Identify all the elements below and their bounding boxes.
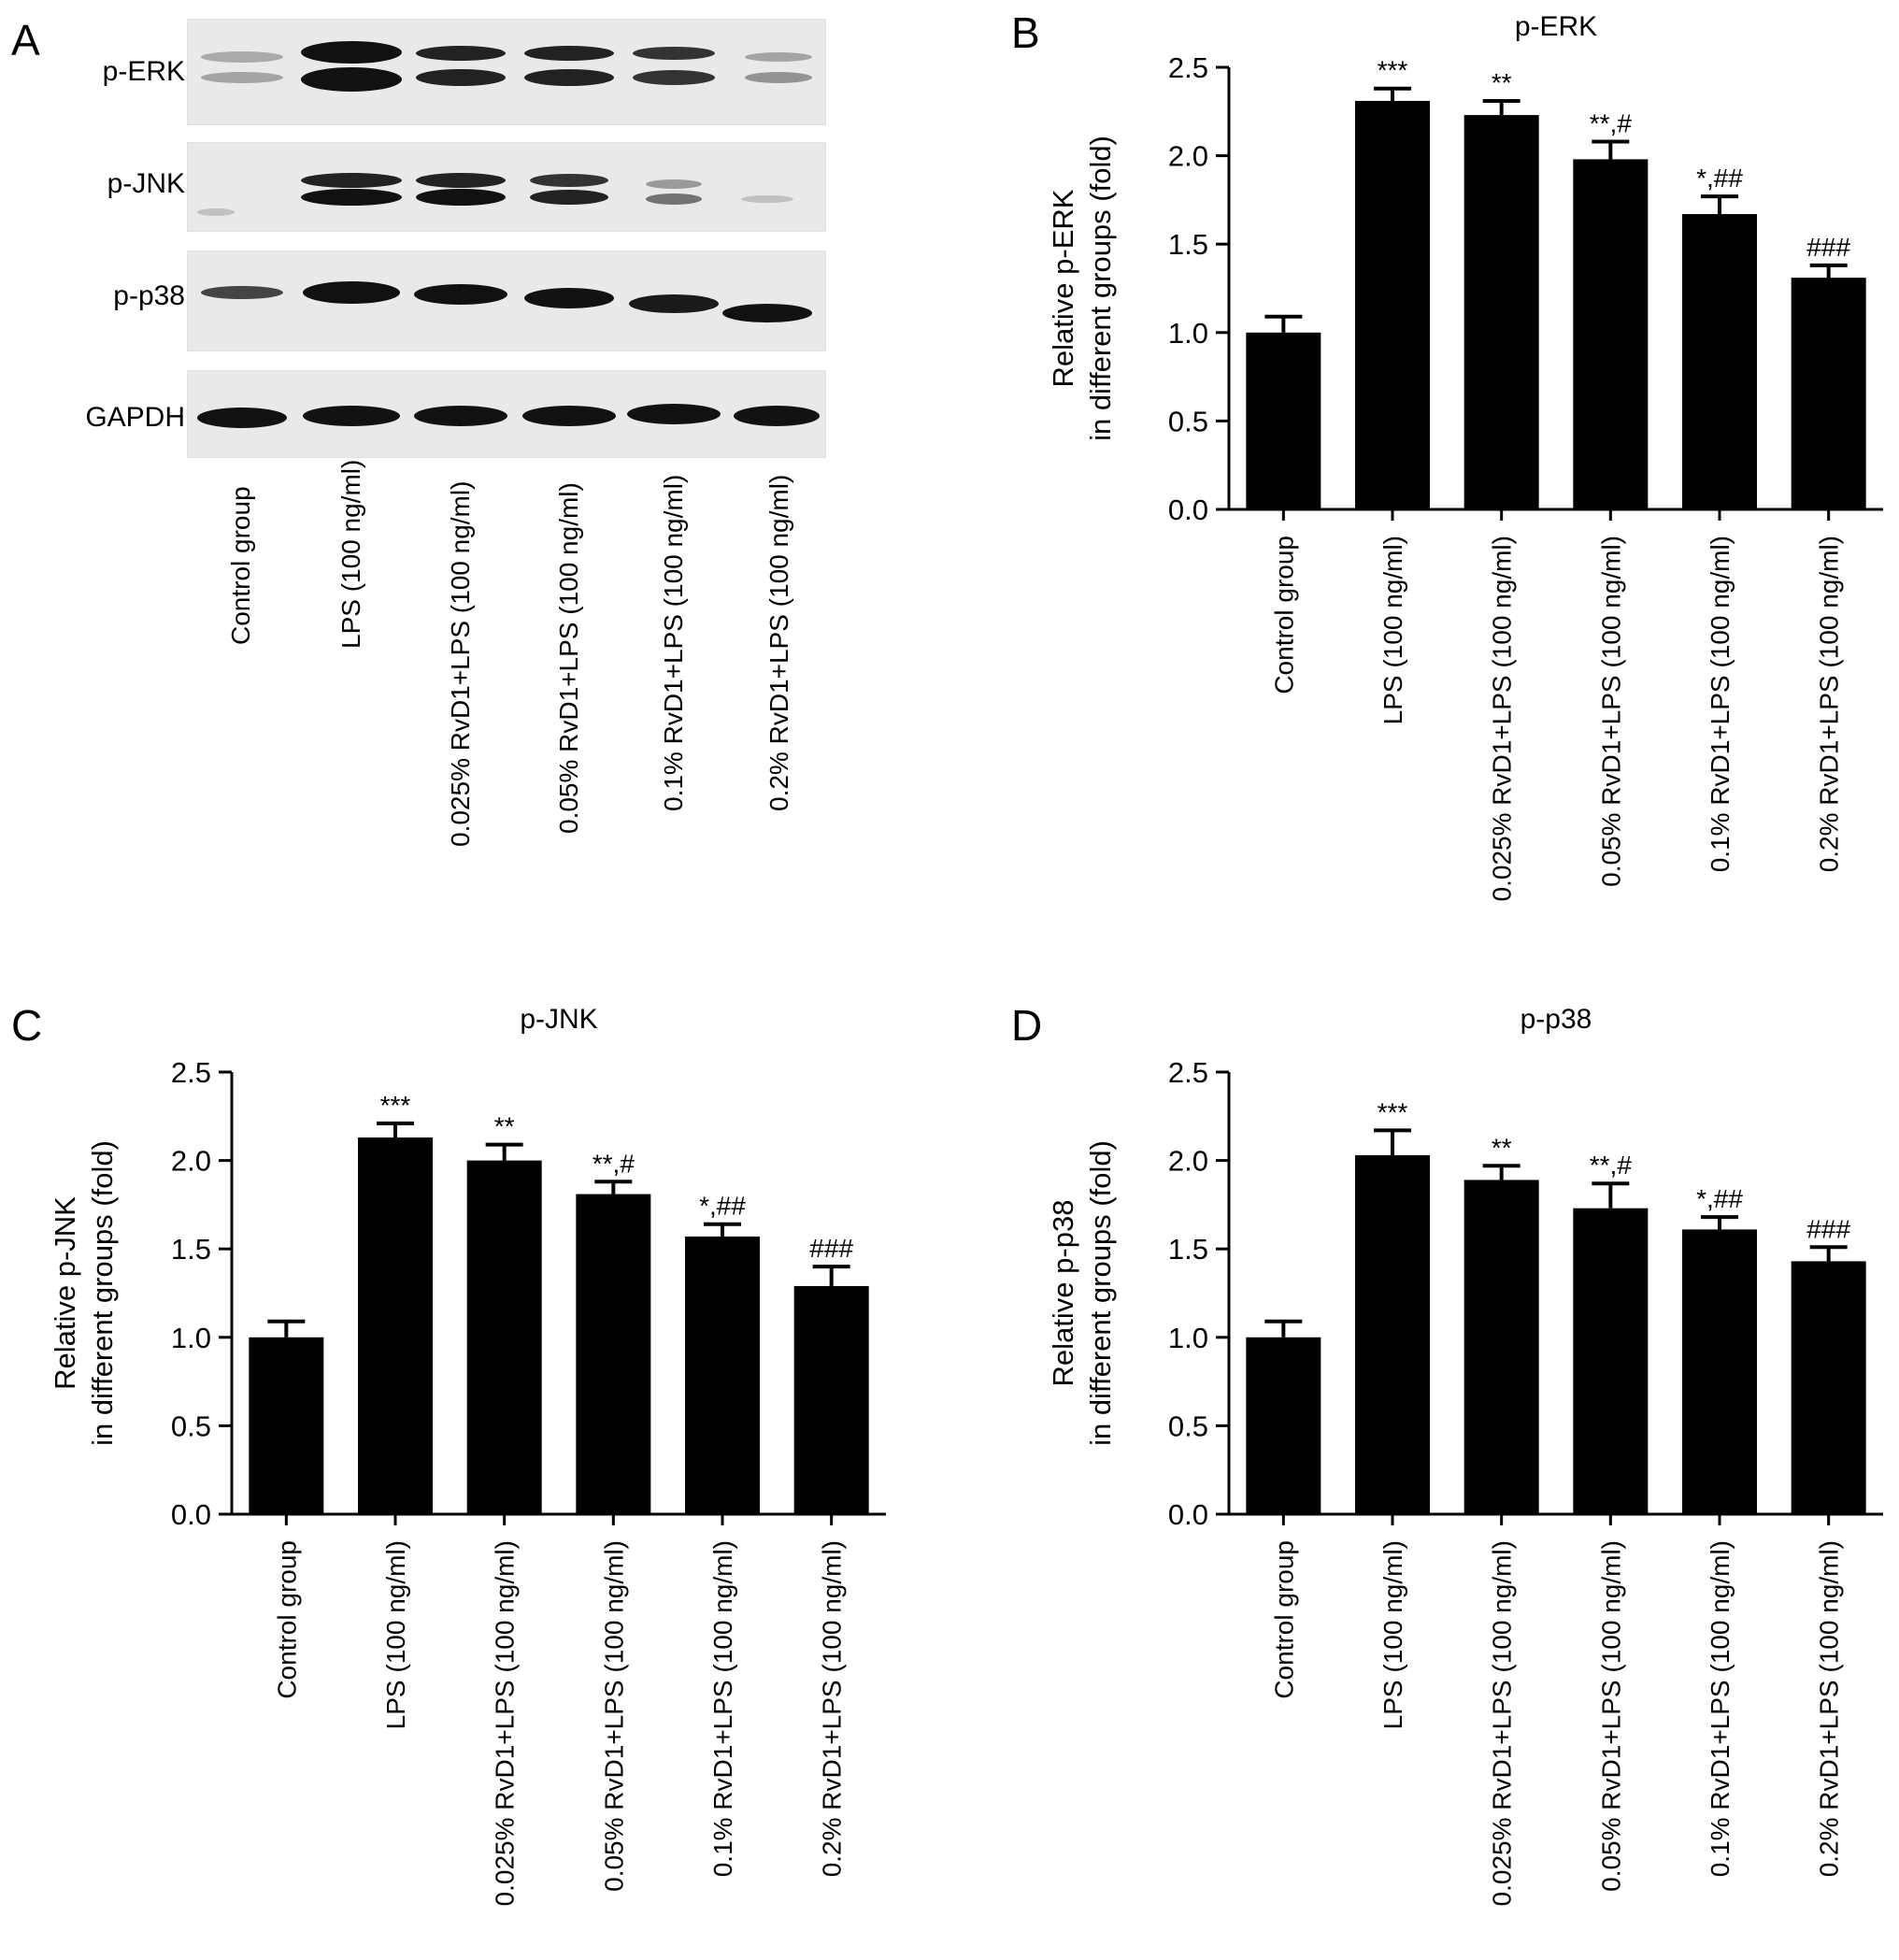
chart-1-title: p-JNK bbox=[520, 1004, 597, 1035]
chart-2-significance-2: ** bbox=[1492, 1133, 1512, 1162]
chart-0-significance-4: *,## bbox=[1696, 164, 1743, 193]
chart-2-y-tick-label-3: 1.5 bbox=[1168, 1233, 1208, 1266]
chart-2-y-tick-label-1: 0.5 bbox=[1168, 1409, 1208, 1442]
blot-strip-gapdh bbox=[187, 370, 826, 458]
panel-letter-d: D bbox=[1011, 1001, 1043, 1050]
chart-2-category-label-2: 0.025% RvD1+LPS (100 ng/ml) bbox=[1488, 1540, 1517, 1906]
chart-0-y-tick-label-4: 2.0 bbox=[1168, 140, 1208, 173]
chart-2-bar-2 bbox=[1464, 1180, 1539, 1514]
chart-0-bar-5 bbox=[1791, 278, 1866, 509]
chart-0-category-label-1: LPS (100 ng/ml) bbox=[1378, 536, 1407, 724]
chart-2-y-label-0: Relative p-p38 bbox=[1047, 1200, 1079, 1387]
chart-1-y-label-0: Relative p-JNK bbox=[49, 1196, 81, 1390]
chart-0-category-label-2: 0.025% RvD1+LPS (100 ng/ml) bbox=[1488, 536, 1517, 901]
chart-2-category-label-4: 0.1% RvD1+LPS (100 ng/ml) bbox=[1706, 1540, 1735, 1877]
chart-2-bar-5 bbox=[1791, 1261, 1866, 1514]
chart-1-bar-1 bbox=[358, 1137, 433, 1514]
chart-2-significance-3: **,# bbox=[1590, 1151, 1633, 1180]
chart-2-y-label-1: in different groups (fold) bbox=[1084, 1140, 1117, 1446]
chart-0-title: p-ERK bbox=[1515, 11, 1597, 42]
chart-1-y-tick-label-3: 1.5 bbox=[171, 1233, 211, 1266]
chart-2-y-tick-label-4: 2.0 bbox=[1168, 1145, 1208, 1178]
chart-2-bar-1 bbox=[1355, 1154, 1430, 1514]
blot-bands-gapdh bbox=[197, 404, 820, 428]
chart-1-category-label-2: 0.025% RvD1+LPS (100 ng/ml) bbox=[491, 1540, 520, 1906]
chart-1-significance-3: **,# bbox=[593, 1149, 635, 1178]
chart-2-y-tick-label-0: 0.0 bbox=[1168, 1498, 1208, 1531]
chart-2-significance-5: ### bbox=[1806, 1214, 1850, 1243]
blot-strip-p-p38 bbox=[187, 250, 826, 351]
chart-1-y-tick-label-2: 1.0 bbox=[171, 1322, 211, 1354]
chart-0-y-tick-label-5: 2.5 bbox=[1168, 51, 1208, 84]
blot-label-gapdh: GAPDH bbox=[85, 402, 185, 433]
chart-1-category-label-1: LPS (100 ng/ml) bbox=[381, 1540, 410, 1729]
chart-2-significance-1: *** bbox=[1378, 1097, 1408, 1126]
blot-bands-p-jnk bbox=[197, 173, 793, 216]
panel-letter-a: A bbox=[11, 16, 40, 64]
chart-0-y-label-1: in different groups (fold) bbox=[1084, 136, 1117, 441]
chart-0-bar-4 bbox=[1682, 214, 1757, 509]
chart-0-y-tick-label-3: 1.5 bbox=[1168, 228, 1208, 261]
blot-label-p-jnk: p-JNK bbox=[107, 168, 185, 199]
blot-label-p-p38: p-p38 bbox=[113, 280, 185, 311]
chart-1-bar-2 bbox=[466, 1160, 542, 1514]
chart-1-y-label-1: in different groups (fold) bbox=[86, 1140, 119, 1446]
chart-1-y-tick-label-0: 0.0 bbox=[171, 1498, 211, 1531]
chart-1-y-tick-label-1: 0.5 bbox=[171, 1409, 211, 1442]
chart-2-category-label-0: Control group bbox=[1269, 1540, 1298, 1699]
chart-1-y-tick-label-4: 2.0 bbox=[171, 1145, 211, 1178]
chart-0-y-tick-label-1: 0.5 bbox=[1168, 405, 1208, 437]
blot-strip-p-erk bbox=[187, 19, 826, 125]
blot-bands-p-p38 bbox=[201, 281, 812, 322]
chart-0-category-label-5: 0.2% RvD1+LPS (100 ng/ml) bbox=[1815, 536, 1844, 872]
chart-1-bar-5 bbox=[793, 1285, 869, 1514]
chart-0-bar-3 bbox=[1573, 159, 1649, 509]
chart-0-significance-3: **,# bbox=[1590, 108, 1633, 137]
chart-0-bar-0 bbox=[1246, 332, 1321, 509]
chart-0-y-tick-label-2: 1.0 bbox=[1168, 317, 1208, 350]
chart-0-category-label-4: 0.1% RvD1+LPS (100 ng/ml) bbox=[1706, 536, 1735, 872]
chart-1-y-tick-label-5: 2.5 bbox=[171, 1056, 211, 1089]
chart-2-bar-4 bbox=[1682, 1229, 1757, 1514]
chart-1-category-label-5: 0.2% RvD1+LPS (100 ng/ml) bbox=[818, 1540, 847, 1877]
chart-1-bar-0 bbox=[249, 1337, 324, 1514]
chart-0-y-label-0: Relative p-ERK bbox=[1047, 189, 1079, 387]
chart-2-category-label-3: 0.05% RvD1+LPS (100 ng/ml) bbox=[1596, 1540, 1625, 1892]
blot-label-p-erk: p-ERK bbox=[102, 56, 185, 87]
chart-2-y-tick-label-2: 1.0 bbox=[1168, 1322, 1208, 1354]
chart-1-significance-4: *,## bbox=[699, 1192, 746, 1221]
chart-0-significance-5: ### bbox=[1806, 233, 1850, 262]
chart-1-significance-2: ** bbox=[494, 1112, 515, 1141]
panel-letter-c: C bbox=[11, 1001, 43, 1050]
chart-1-significance-1: *** bbox=[380, 1091, 411, 1120]
blot-strip-p-jnk bbox=[187, 142, 826, 232]
chart-2-bar-0 bbox=[1246, 1337, 1321, 1514]
panel-letter-b: B bbox=[1011, 8, 1040, 57]
chart-2-y-tick-label-5: 2.5 bbox=[1168, 1056, 1208, 1089]
chart-0-y-tick-label-0: 0.0 bbox=[1168, 494, 1208, 526]
chart-1-significance-5: ### bbox=[809, 1234, 853, 1263]
chart-1-bar-3 bbox=[576, 1194, 651, 1514]
chart-1-category-label-3: 0.05% RvD1+LPS (100 ng/ml) bbox=[599, 1540, 628, 1892]
blot-bands-p-erk bbox=[201, 41, 812, 92]
chart-2-significance-4: *,## bbox=[1696, 1184, 1743, 1213]
chart-2-category-label-5: 0.2% RvD1+LPS (100 ng/ml) bbox=[1815, 1540, 1844, 1877]
chart-0-bar-1 bbox=[1355, 100, 1430, 509]
chart-0-bar-2 bbox=[1464, 115, 1539, 510]
chart-0-significance-1: *** bbox=[1378, 56, 1408, 85]
chart-0-significance-2: ** bbox=[1492, 68, 1512, 97]
chart-2-bar-3 bbox=[1573, 1208, 1649, 1514]
chart-2-title: p-p38 bbox=[1521, 1004, 1592, 1035]
chart-1-category-label-0: Control group bbox=[272, 1540, 301, 1699]
chart-0-category-label-0: Control group bbox=[1269, 536, 1298, 694]
chart-1-category-label-4: 0.1% RvD1+LPS (100 ng/ml) bbox=[708, 1540, 737, 1877]
chart-0-category-label-3: 0.05% RvD1+LPS (100 ng/ml) bbox=[1596, 536, 1625, 887]
chart-1-bar-4 bbox=[685, 1236, 760, 1514]
chart-2-category-label-1: LPS (100 ng/ml) bbox=[1378, 1540, 1407, 1729]
